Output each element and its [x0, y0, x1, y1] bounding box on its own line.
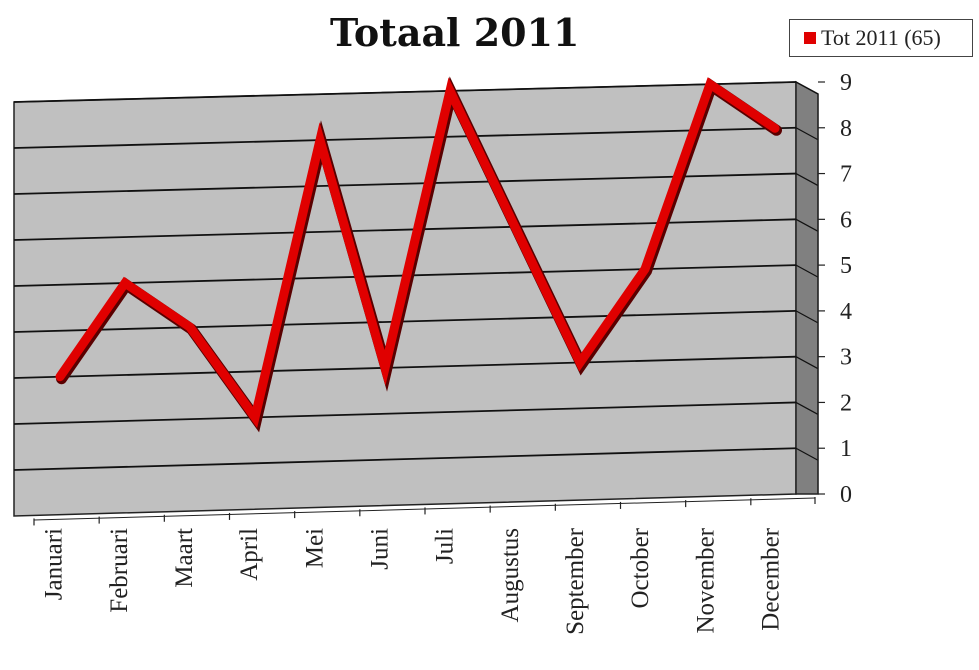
- legend-swatch: [804, 32, 816, 44]
- chart-title: Totaal 2011: [330, 10, 580, 55]
- x-tick-label: October: [627, 527, 654, 608]
- gridline: [795, 356, 819, 370]
- y-tick-label: 2: [840, 390, 852, 416]
- x-tick-label: Februari: [106, 528, 133, 613]
- legend: Tot 2011 (65): [789, 19, 973, 57]
- y-tick-label: 3: [840, 345, 852, 371]
- gridline: [795, 264, 819, 278]
- y-tick-label: 5: [840, 253, 852, 279]
- gridline: [795, 81, 819, 95]
- chart-side-wall: [795, 80, 819, 495]
- legend-label: Tot 2011 (65): [821, 25, 941, 50]
- gridline: [13, 401, 797, 425]
- x-tick-label: Januari: [41, 528, 68, 600]
- x-tick-label: Mei: [301, 528, 328, 568]
- x-tick-label: Juli: [432, 528, 459, 564]
- x-axis-line: [33, 497, 816, 521]
- y-tick-label: 0: [840, 482, 852, 508]
- gridline: [13, 447, 797, 471]
- y-tick-label: 4: [840, 299, 852, 325]
- y-tick-label: 6: [840, 207, 852, 233]
- gridline: [795, 173, 819, 187]
- x-tick-label: Maart: [171, 528, 198, 588]
- gridline: [795, 310, 819, 324]
- x-tick-label: September: [562, 527, 589, 635]
- gridline: [13, 309, 797, 333]
- x-axis: Januari Februari Maart April Mei Juni Juli Augu…: [33, 497, 816, 635]
- gridline: [795, 401, 819, 415]
- gridline: [13, 126, 797, 149]
- gridline: [13, 172, 797, 195]
- series-line: [55, 76, 782, 433]
- gridline: [795, 127, 819, 141]
- y-tick-label: 7: [840, 162, 852, 188]
- gridline: [13, 81, 797, 103]
- y-tick-label: 1: [840, 436, 852, 462]
- gridline: [795, 218, 819, 232]
- y-tick-label: 8: [840, 116, 852, 142]
- gridline: [13, 355, 797, 379]
- x-tick-label: Augustus: [497, 528, 524, 622]
- gridline: [795, 447, 819, 461]
- series-line-path: [55, 77, 780, 429]
- x-tick-label: December: [757, 527, 784, 630]
- x-tick-label: April: [236, 528, 263, 581]
- y-tick-label: 9: [840, 70, 852, 96]
- x-tick-label: Juni: [366, 528, 393, 570]
- x-tick-label: November: [692, 527, 719, 633]
- y-axis: 0 1 2 3 4 5 6 7 8 9: [817, 70, 852, 508]
